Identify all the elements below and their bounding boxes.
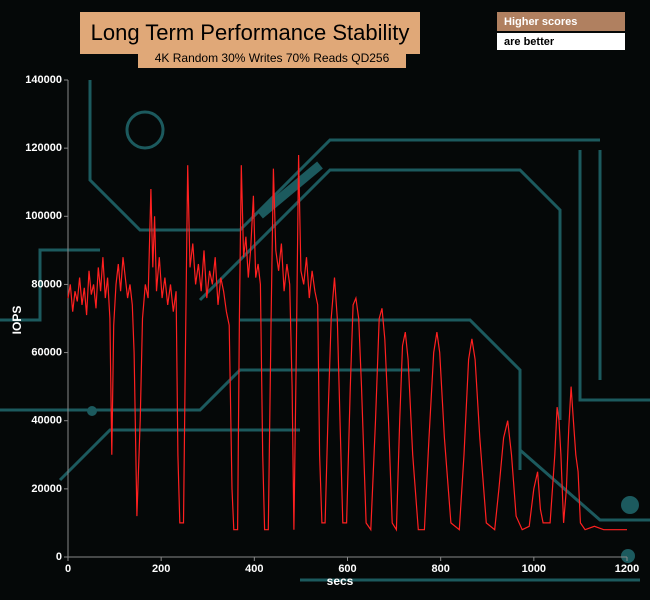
- y-tick-label: 140000: [25, 74, 62, 86]
- x-axis-label: secs: [327, 574, 354, 588]
- y-tick-label: 100000: [25, 210, 62, 222]
- legend-text-box: [497, 33, 625, 50]
- x-tick-label: 800: [431, 563, 449, 575]
- y-tick-label: 120000: [25, 142, 62, 154]
- x-tick-label: 200: [152, 563, 170, 575]
- legend-text: are better: [504, 36, 555, 48]
- x-tick-label: 0: [65, 563, 71, 575]
- circuit-decoration: [0, 80, 650, 582]
- legend-title-box: [497, 12, 625, 31]
- y-tick-label: 40000: [31, 415, 62, 427]
- x-tick-label: 1200: [615, 563, 639, 575]
- chart-title: Long Term Performance Stability: [91, 20, 410, 45]
- y-tick-label: 60000: [31, 346, 62, 358]
- y-axis-label: IOPS: [10, 306, 24, 335]
- subtitle-box: [138, 50, 406, 68]
- x-tick-label: 600: [338, 563, 356, 575]
- title-box: [80, 12, 420, 54]
- x-tick-label: 1000: [522, 563, 546, 575]
- data-line: [67, 154, 627, 532]
- legend-title: Higher scores: [504, 16, 577, 28]
- y-tick-label: 20000: [31, 483, 62, 495]
- y-tick-label: 0: [56, 551, 62, 563]
- y-tick-label: 80000: [31, 278, 62, 290]
- chart-subtitle: 4K Random 30% Writes 70% Reads QD256: [155, 51, 390, 65]
- x-tick-label: 400: [245, 563, 263, 575]
